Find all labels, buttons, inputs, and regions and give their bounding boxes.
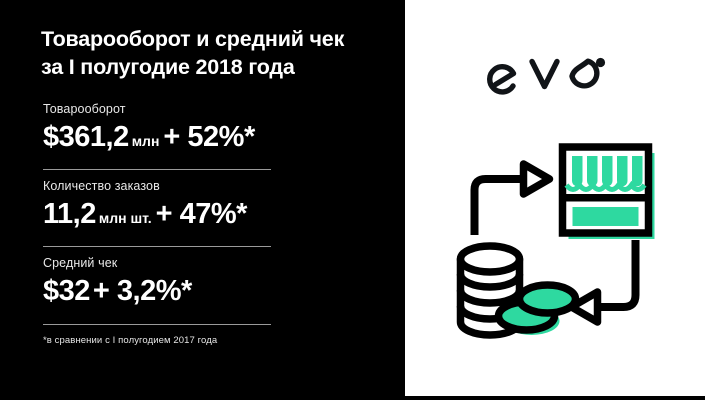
metric-label: Товарооборот [43,102,126,116]
metric-value: $32 + 3,2%* [43,275,343,307]
metric-divider [43,246,271,248]
metric-unit: млн шт. [98,209,152,226]
metric-turnover: Товарооборот $361,2 млн + 52%* [43,102,343,163]
page-title-line-2: за I полугодие 2018 года [41,54,295,79]
footnote: *в сравнении с I полугодием 2017 года [43,334,218,346]
metrics-list: Товарооборот $361,2 млн + 52%* Количество … [43,102,343,346]
metric-orders: Количество заказов 11,2 млн шт. + 47%* [43,179,343,240]
coins-icon [494,281,580,335]
right-panel [405,0,705,396]
page-title-line-1: Товарооборот и средний чек [41,27,345,51]
arrow-down-left-icon [567,240,640,326]
metric-unit: млн [131,132,160,149]
page-title: Товарооборот и средний чек за I полугоди… [41,26,386,81]
metric-delta: + 3,2%* [92,275,192,308]
metric-divider [43,169,271,171]
bottom-strip [0,396,705,400]
metric-amount: $32 [43,275,90,308]
metric-amount: $361,2 [43,120,129,153]
evo-logo [487,57,606,95]
metric-delta: + 47%* [155,197,248,230]
metric-label: Количество заказов [43,179,160,194]
metric-value: $361,2 млн + 52%* [43,121,343,153]
metric-value: 11,2 млн шт. + 47%* [43,198,343,230]
metric-average-check: Средний чек $32 + 3,2%* [43,257,343,317]
metric-delta: + 52%* [163,120,255,153]
commerce-cycle-illustration [456,143,655,339]
metric-amount: 11,2 [43,197,96,230]
logo-dot [595,57,606,68]
shop-kiosk-icon [558,143,653,237]
footnote-divider [43,323,271,325]
arrow-up-right-icon [470,160,554,235]
metric-label: Средний чек [43,256,118,271]
left-panel: Товарооборот и средний чек за I полугоди… [41,26,386,346]
